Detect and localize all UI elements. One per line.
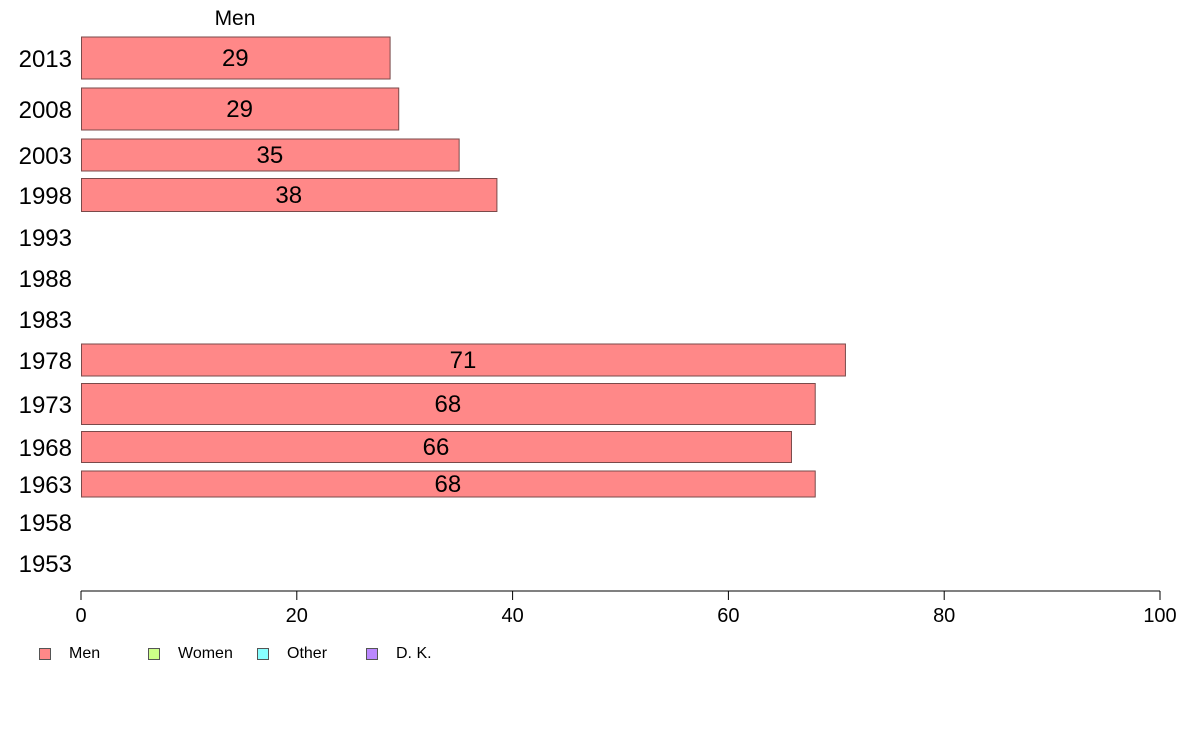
legend-label-other: Other	[287, 645, 328, 662]
legend-swatch-men	[39, 648, 51, 660]
legend-swatch-dk	[366, 648, 378, 660]
y-tick-label: 1963	[19, 472, 72, 499]
x-tick-label: 60	[717, 605, 739, 627]
x-tick-label: 100	[1143, 605, 1176, 627]
y-tick-label: 2008	[19, 97, 72, 124]
y-tick-label: 1973	[19, 392, 72, 419]
legend-label-women: Women	[178, 645, 233, 662]
bar	[81, 36, 391, 80]
y-tick-label: 1998	[19, 183, 72, 210]
y-tick-label: 2013	[19, 46, 72, 73]
data-label: 29	[226, 96, 253, 123]
data-label: 38	[275, 182, 302, 209]
legend-swatch-other	[257, 648, 269, 660]
y-tick-label: 2003	[19, 143, 72, 170]
y-tick-label: 1988	[19, 266, 72, 293]
data-label: 68	[435, 471, 462, 498]
x-tick-label: 80	[933, 605, 955, 627]
y-tick-label: 1978	[19, 348, 72, 375]
y-tick-label: 1983	[19, 307, 72, 334]
legend-label-dk: D. K.	[396, 645, 432, 662]
y-tick-label: 1958	[19, 510, 72, 537]
bar	[81, 343, 846, 377]
data-label: 35	[256, 142, 283, 169]
bar	[81, 431, 792, 463]
bar	[81, 383, 816, 425]
y-tick-label: 1993	[19, 225, 72, 252]
x-tick-label: 40	[501, 605, 523, 627]
data-label: 68	[435, 391, 462, 418]
y-tick-label: 1968	[19, 435, 72, 462]
series-title: Men	[215, 7, 256, 30]
legend-swatch-women	[148, 648, 160, 660]
bar	[81, 87, 400, 131]
bar	[81, 178, 498, 212]
y-tick-label: 1953	[19, 551, 72, 578]
x-tick-label: 0	[75, 605, 86, 627]
legend-label-men: Men	[69, 645, 101, 662]
x-tick-label: 20	[286, 605, 308, 627]
data-label: 29	[222, 45, 249, 72]
data-label: 71	[450, 347, 477, 374]
bar	[81, 138, 460, 172]
data-label: 66	[423, 434, 450, 461]
bar	[81, 470, 816, 498]
